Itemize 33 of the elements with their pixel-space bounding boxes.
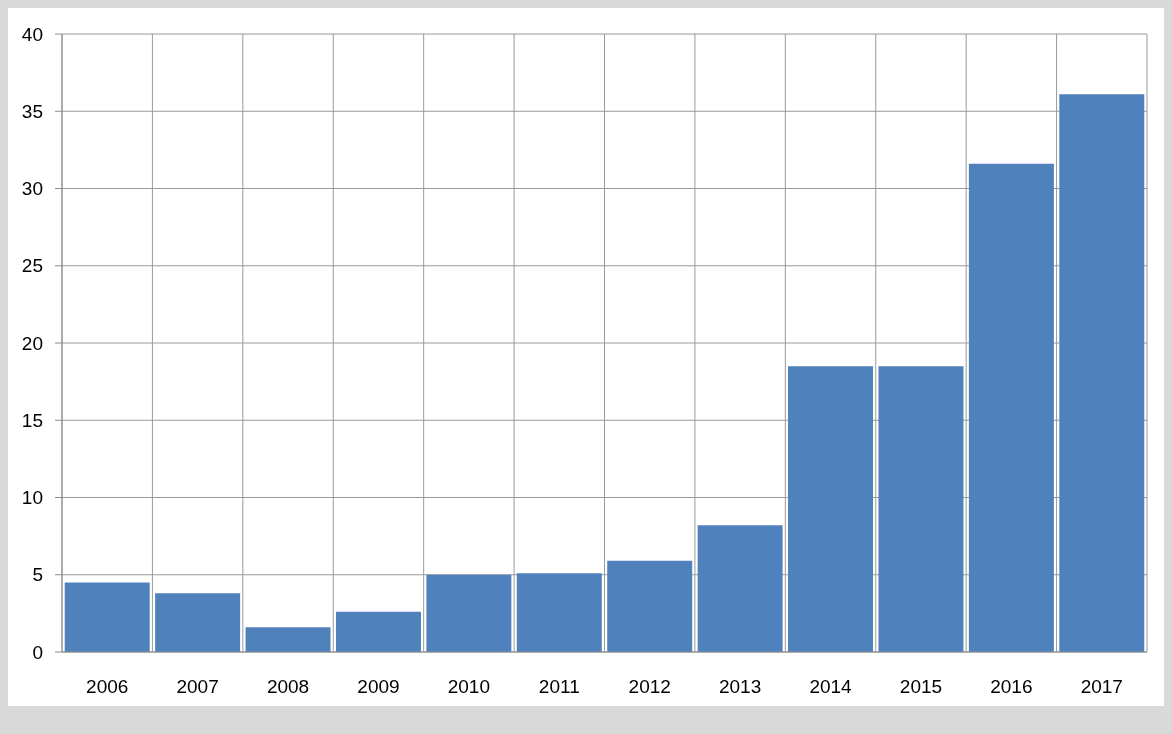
y-tick-label: 15 [21, 409, 43, 431]
x-tick-label: 2011 [538, 676, 580, 698]
x-tick-label: 2009 [357, 676, 400, 698]
x-tick-label: 2013 [718, 676, 762, 698]
x-tick-label: 2017 [1080, 676, 1123, 698]
y-tick-label: 0 [32, 641, 43, 663]
y-tick-label: 40 [21, 23, 43, 45]
bar [155, 593, 241, 652]
bar [1059, 94, 1145, 652]
x-tick-label: 2014 [809, 676, 853, 698]
bar [426, 574, 512, 652]
bar [878, 366, 964, 652]
y-tick-label: 20 [21, 332, 43, 354]
x-tick-label: 2008 [266, 676, 310, 698]
bar [516, 573, 602, 652]
x-tick-label: 2016 [990, 676, 1033, 698]
x-tick-label: 2012 [628, 676, 671, 698]
x-tick-label: 2007 [176, 676, 219, 698]
bar [697, 525, 783, 652]
bar [335, 611, 421, 652]
bar [64, 582, 150, 652]
bar [245, 627, 331, 652]
x-tick-label: 2015 [899, 676, 943, 698]
y-tick-label: 5 [32, 564, 43, 586]
y-tick-label: 30 [21, 178, 43, 200]
x-tick-label: 2006 [86, 676, 129, 698]
bar [968, 163, 1054, 652]
bar [607, 560, 693, 652]
y-tick-label: 35 [21, 101, 43, 122]
x-tick-label: 2010 [447, 676, 491, 698]
bar [788, 366, 874, 652]
y-tick-label: 10 [21, 487, 43, 509]
y-tick-label: 25 [21, 255, 43, 277]
